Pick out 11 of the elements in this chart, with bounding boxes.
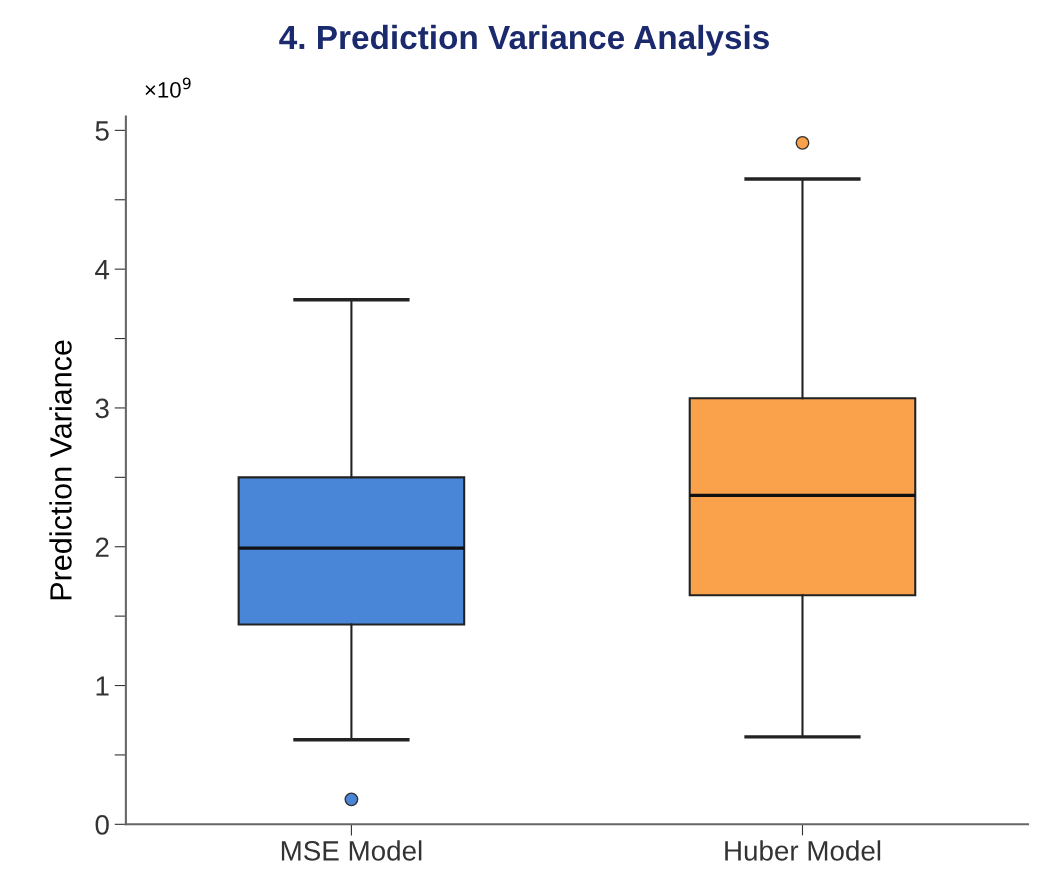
y-tick-label: 2	[95, 537, 109, 557]
y-tick-label: 5	[95, 121, 109, 141]
y-tick-label: 0	[95, 814, 109, 835]
x-tick-label: MSE Model	[281, 840, 422, 861]
x-tick-label: Huber Model	[725, 840, 881, 861]
y-tick-label: 4	[95, 260, 110, 280]
chart-title: 4. Prediction Variance Analysis	[279, 24, 769, 56]
y-tick-label: 3	[95, 398, 109, 419]
y-tick-label: 1	[96, 676, 109, 696]
text: ×10$^{9}$	[145, 77, 191, 98]
y-axis-title: Prediction Variance	[49, 340, 72, 600]
